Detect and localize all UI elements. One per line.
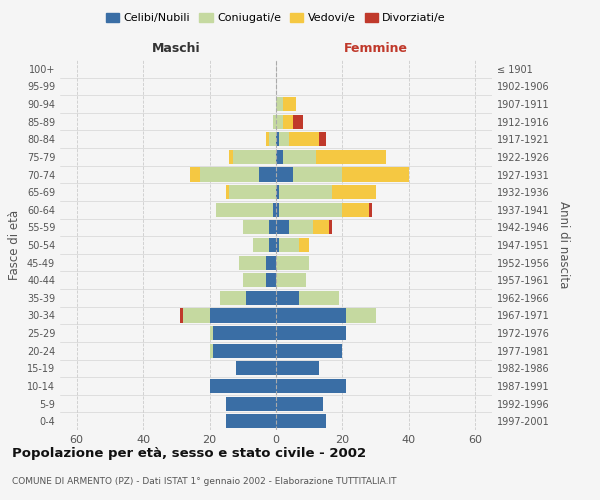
Bar <box>276 202 280 217</box>
Bar <box>226 414 276 428</box>
Bar <box>293 168 343 181</box>
Bar <box>266 132 269 146</box>
Legend: Celibi/Nubili, Coniugati/e, Vedovi/e, Divorziati/e: Celibi/Nubili, Coniugati/e, Vedovi/e, Di… <box>101 8 451 28</box>
Bar <box>343 202 369 217</box>
Bar <box>276 238 280 252</box>
Bar <box>220 291 246 305</box>
Bar <box>316 150 386 164</box>
Bar <box>276 379 346 393</box>
Bar <box>293 114 302 128</box>
Bar <box>343 168 409 181</box>
Bar <box>200 168 259 181</box>
Bar <box>369 202 373 217</box>
Bar <box>239 256 266 270</box>
Bar <box>209 379 276 393</box>
Bar <box>209 326 213 340</box>
Text: Popolazione per età, sesso e stato civile - 2002: Popolazione per età, sesso e stato civil… <box>12 448 366 460</box>
Bar <box>253 238 269 252</box>
Bar <box>276 291 299 305</box>
Bar <box>280 132 289 146</box>
Bar <box>276 97 283 111</box>
Bar <box>276 414 326 428</box>
Bar <box>226 185 229 199</box>
Y-axis label: Fasce di età: Fasce di età <box>8 210 21 280</box>
Bar <box>276 326 346 340</box>
Bar <box>283 114 293 128</box>
Bar <box>299 238 309 252</box>
Bar <box>229 150 233 164</box>
Bar <box>213 344 276 358</box>
Bar <box>213 326 276 340</box>
Bar <box>243 220 269 234</box>
Bar <box>280 238 299 252</box>
Bar <box>209 308 276 322</box>
Bar <box>236 362 276 376</box>
Bar <box>283 97 296 111</box>
Bar <box>229 185 276 199</box>
Bar <box>243 273 266 287</box>
Bar <box>209 344 213 358</box>
Bar <box>299 291 339 305</box>
Text: Maschi: Maschi <box>152 42 200 54</box>
Bar <box>183 308 209 322</box>
Bar <box>332 185 376 199</box>
Bar <box>276 308 346 322</box>
Bar <box>226 396 276 410</box>
Bar <box>269 220 276 234</box>
Bar <box>269 132 276 146</box>
Bar <box>289 132 319 146</box>
Text: COMUNE DI ARMENTO (PZ) - Dati ISTAT 1° gennaio 2002 - Elaborazione TUTTITALIA.IT: COMUNE DI ARMENTO (PZ) - Dati ISTAT 1° g… <box>12 477 397 486</box>
Bar <box>276 185 280 199</box>
Bar <box>329 220 332 234</box>
Bar <box>259 168 276 181</box>
Bar <box>246 291 276 305</box>
Bar <box>319 132 326 146</box>
Bar <box>276 114 283 128</box>
Bar <box>276 396 323 410</box>
Bar <box>276 344 343 358</box>
Bar <box>233 150 276 164</box>
Bar <box>266 273 276 287</box>
Bar <box>179 308 183 322</box>
Bar <box>272 114 276 128</box>
Bar <box>269 238 276 252</box>
Bar <box>346 308 376 322</box>
Bar <box>276 132 280 146</box>
Bar <box>276 362 319 376</box>
Bar <box>276 150 283 164</box>
Text: Femmine: Femmine <box>344 42 407 54</box>
Bar <box>313 220 329 234</box>
Bar <box>283 150 316 164</box>
Bar <box>276 220 289 234</box>
Bar <box>280 202 343 217</box>
Bar <box>190 168 200 181</box>
Y-axis label: Anni di nascita: Anni di nascita <box>557 202 569 288</box>
Bar <box>276 273 306 287</box>
Bar <box>216 202 272 217</box>
Bar <box>272 202 276 217</box>
Bar <box>289 220 313 234</box>
Bar <box>266 256 276 270</box>
Bar <box>276 168 293 181</box>
Bar <box>280 185 332 199</box>
Bar <box>276 256 309 270</box>
